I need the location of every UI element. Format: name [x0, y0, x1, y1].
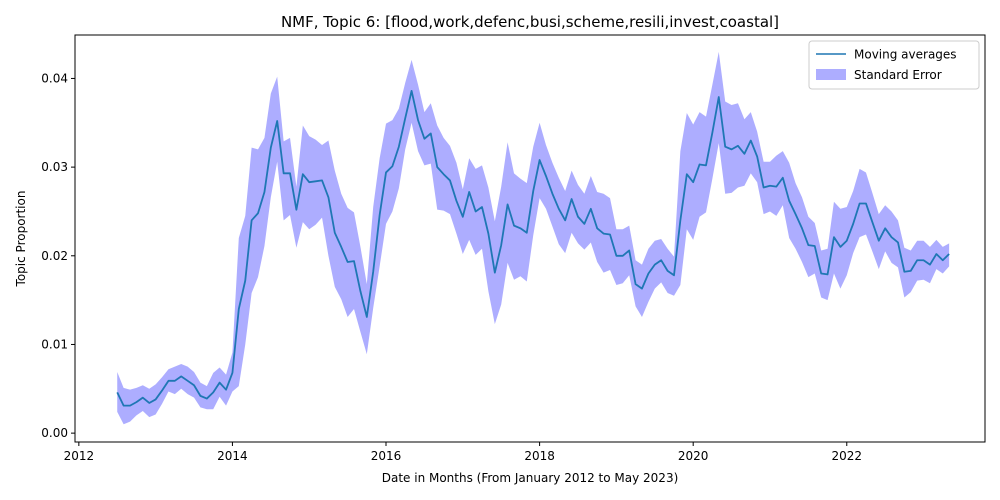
- x-tick-label: 2022: [831, 449, 862, 463]
- y-tick-label: 0.03: [41, 160, 68, 174]
- plot-area: [116, 51, 950, 425]
- x-axis-ticks: 2012 2014 2016 2018 2020 2022: [64, 442, 862, 463]
- legend-box: [808, 40, 980, 90]
- axes-frame: [74, 34, 986, 443]
- x-tick-label: 2018: [524, 449, 555, 463]
- y-tick-label: 0.01: [41, 337, 68, 351]
- x-tick-label: 2012: [64, 449, 95, 463]
- y-tick-label: 0.04: [41, 71, 68, 85]
- legend: Moving averages Standard Error: [808, 40, 980, 90]
- legend-band-swatch: [816, 69, 846, 80]
- legend-label-standard-error: Standard Error: [854, 68, 942, 82]
- y-tick-label: 0.02: [41, 249, 68, 263]
- x-tick-label: 2016: [371, 449, 402, 463]
- y-axis-ticks: 0.00 0.01 0.02 0.03 0.04: [41, 71, 75, 440]
- moving-average-line: [116, 89, 950, 407]
- x-axis-title: Date in Months (From January 2012 to May…: [382, 471, 679, 485]
- standard-error-band: [117, 51, 950, 425]
- legend-label-moving-averages: Moving averages: [854, 48, 957, 62]
- y-axis-title: Topic Proportion: [14, 191, 28, 288]
- chart-title: NMF, Topic 6: [flood,work,defenc,busi,sc…: [281, 13, 779, 31]
- x-tick-label: 2014: [217, 449, 248, 463]
- x-tick-label: 2020: [678, 449, 709, 463]
- y-tick-label: 0.00: [41, 426, 68, 440]
